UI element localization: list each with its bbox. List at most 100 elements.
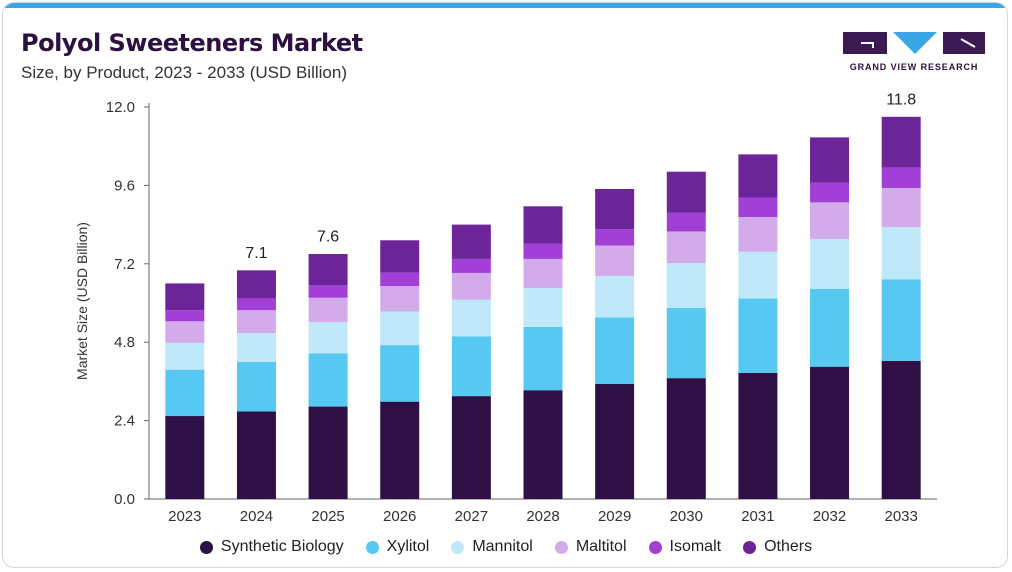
chart-title: Polyol Sweeteners Market [21,29,363,57]
bar-synthetic-biology-2025 [308,406,348,499]
bar-mannitol-2026 [380,311,420,346]
bar-mannitol-2032 [810,238,850,289]
bar-maltitol-2033 [881,188,921,228]
bar-synthetic-biology-2023 [165,416,205,499]
legend-item-others: Others [743,538,812,556]
data-label-2025: 7.6 [317,229,339,246]
bar-xylitol-2026 [380,345,420,402]
bar-synthetic-biology-2033 [881,360,921,499]
bar-isomalt-2030 [666,212,706,232]
x-tick-label: 2026 [383,508,416,525]
data-label-2033: 11.8 [886,92,916,109]
y-axis-label: Market Size (USD Billion) [74,222,90,380]
x-tick-label: 2032 [813,508,846,525]
logo-triangle [893,32,937,54]
bar-xylitol-2025 [308,353,348,407]
bar-maltitol-2030 [666,231,706,264]
bar-maltitol-2029 [595,245,635,276]
bar-xylitol-2031 [738,298,778,373]
chart-subtitle: Size, by Product, 2023 - 2033 (USD Billi… [21,63,347,82]
bar-others-2033 [881,116,921,168]
bar-synthetic-biology-2029 [595,384,635,499]
bar-synthetic-biology-2028 [523,390,563,499]
bar-maltitol-2023 [165,321,205,343]
legend-item-xylitol: Xylitol [365,538,430,556]
legend-swatch [554,540,568,554]
bar-xylitol-2029 [595,317,635,385]
x-tick-label: 2031 [741,508,774,525]
legend-item-mannitol: Mannitol [451,538,533,556]
bar-mannitol-2027 [451,299,491,337]
bar-isomalt-2029 [595,229,635,246]
bar-maltitol-2027 [451,272,491,300]
x-tick-label: 2024 [240,508,273,525]
bar-others-2027 [451,224,491,259]
bar-isomalt-2026 [380,272,420,287]
bar-mannitol-2031 [738,251,778,299]
y-tick-label: 2.4 [114,413,135,430]
bar-mannitol-2023 [165,342,205,370]
bar-xylitol-2023 [165,369,205,417]
legend-swatch [199,540,213,554]
bar-isomalt-2025 [308,285,348,298]
accent-bar [3,3,1007,8]
x-tick-label: 2023 [168,508,201,525]
bar-xylitol-2033 [881,279,921,361]
y-tick-label: 12.0 [106,99,135,116]
logo-right-block [943,32,985,54]
bar-mannitol-2024 [236,333,276,362]
bar-xylitol-2032 [810,288,850,367]
bar-mannitol-2028 [523,287,563,327]
bar-mannitol-2030 [666,263,706,308]
bar-xylitol-2027 [451,336,491,397]
bar-maltitol-2025 [308,297,348,322]
bar-xylitol-2028 [523,326,563,391]
bar-maltitol-2026 [380,286,420,312]
bar-isomalt-2028 [523,243,563,259]
stacked-bar-chart: 0.0 2.4 4.8 7.2 9.6 12.0 Market Size (USD Bill… [74,92,937,525]
y-tick-label: 0.0 [114,491,135,508]
legend-swatch [451,540,465,554]
bar-others-2030 [666,171,706,213]
bar-others-2024 [236,270,276,299]
bar-isomalt-2024 [236,298,276,311]
legend-label: Mannitol [472,538,533,555]
x-tick-label: 2025 [311,508,344,525]
bar-maltitol-2032 [810,202,850,239]
legend-swatch [365,540,379,554]
bar-isomalt-2031 [738,197,778,218]
logo-text: GRAND VIEW RESEARCH [849,62,979,72]
x-tick-label: 2029 [598,508,631,525]
grand-view-research-logo [843,32,985,54]
bar-others-2031 [738,154,778,198]
legend-label: Isomalt [669,538,722,555]
x-tick-label: 2030 [670,508,703,525]
bar-synthetic-biology-2030 [666,378,706,499]
bar-mannitol-2025 [308,321,348,354]
y-tick-label: 4.8 [114,334,135,351]
bar-maltitol-2031 [738,217,778,252]
bar-isomalt-2032 [810,182,850,203]
bar-xylitol-2030 [666,307,706,379]
bar-others-2028 [523,206,563,244]
bar-synthetic-biology-2024 [236,411,276,499]
bar-others-2026 [380,240,420,273]
bar-others-2029 [595,188,635,230]
bar-synthetic-biology-2026 [380,401,420,499]
legend-label: Maltitol [575,538,627,555]
legend-label: Synthetic Biology [220,538,344,555]
legend-item-maltitol: Maltitol [554,538,627,556]
bar-synthetic-biology-2027 [451,396,491,499]
bar-others-2023 [165,283,205,311]
y-tick-label: 7.2 [114,256,135,273]
bar-isomalt-2023 [165,310,205,322]
bar-synthetic-biology-2032 [810,366,850,499]
bar-isomalt-2027 [451,258,491,273]
legend-label: Xylitol [386,538,430,555]
bar-maltitol-2028 [523,258,563,288]
bar-mannitol-2029 [595,275,635,318]
bar-synthetic-biology-2031 [738,372,778,499]
legend-label: Others [764,538,813,555]
bar-isomalt-2033 [881,167,921,189]
